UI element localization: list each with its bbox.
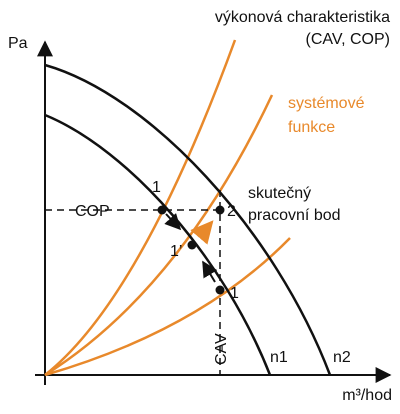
system-label: funkce [288,119,335,136]
fan-curve-n2 [44,63,332,376]
title-line: výkonová charakteristika [215,9,390,26]
curve-label: n2 [333,349,351,366]
point-label: 1 [152,179,161,196]
title-line: (CAV, COP) [306,31,390,48]
point-label: 1’ [170,243,182,260]
system-label: systémové [288,95,365,112]
operating-label: skutečný [248,185,311,202]
cav-label: CAV [213,333,230,365]
curve-label: n1 [270,349,288,366]
point [215,285,225,295]
point-label: 2 [227,203,236,220]
flow-arrow [202,260,218,283]
x-axis-label: m³/hod [342,387,392,404]
flow-arrow [164,213,182,231]
operating-label: pracovní bod [248,207,341,224]
cop-label: COP [75,203,110,220]
fan-curve-n1 [44,113,272,376]
system-curve [44,39,237,376]
orange-arrow [190,220,214,245]
point [157,205,167,215]
point [215,205,225,215]
system-curve [44,237,291,377]
system-curve [44,94,274,377]
y-axis-label: Pa [8,35,28,52]
point-label: 1 [230,285,239,302]
system-curves [44,39,291,377]
point [187,240,197,250]
